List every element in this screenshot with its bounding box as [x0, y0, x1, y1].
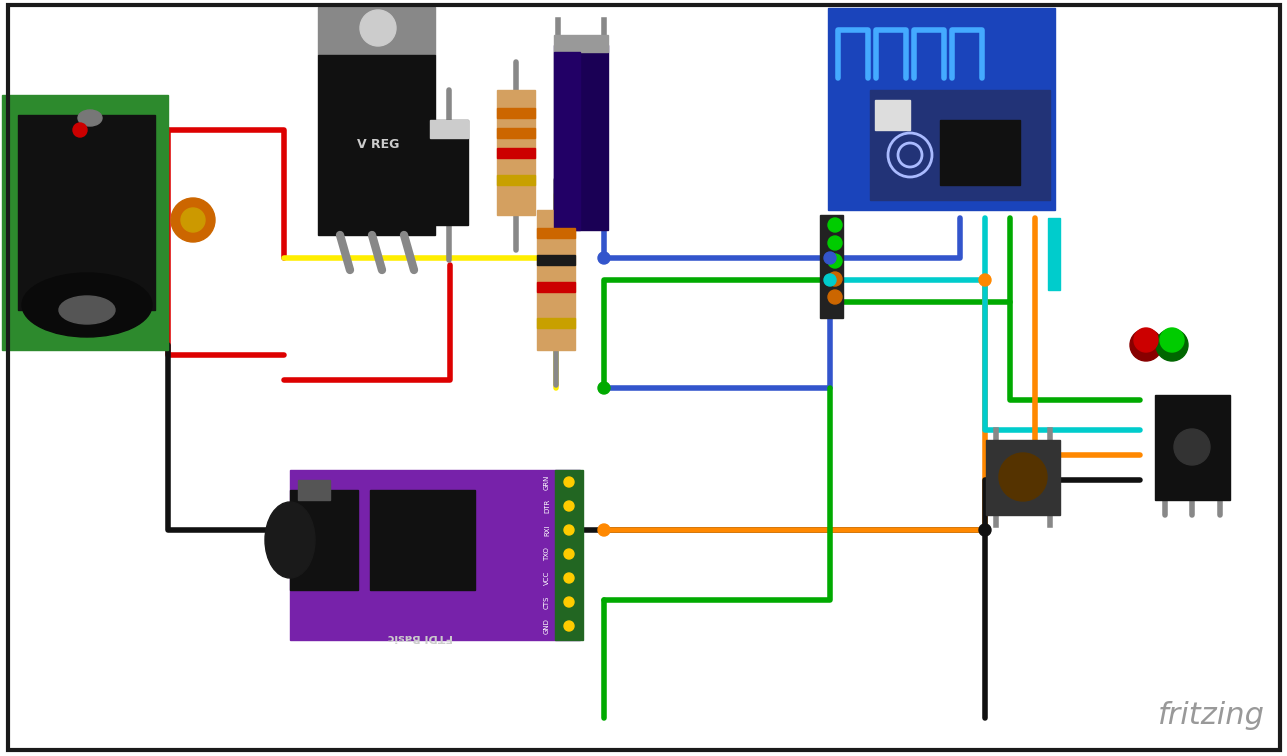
- Text: DTR: DTR: [544, 499, 550, 513]
- Bar: [318, 55, 435, 235]
- Bar: [497, 90, 535, 215]
- Text: GRN: GRN: [544, 474, 550, 490]
- Bar: [430, 120, 468, 225]
- Circle shape: [999, 453, 1048, 501]
- Bar: [537, 282, 575, 292]
- Circle shape: [828, 218, 842, 232]
- Circle shape: [598, 382, 610, 394]
- Circle shape: [979, 524, 991, 536]
- Bar: [940, 120, 1021, 185]
- Ellipse shape: [265, 502, 315, 578]
- Circle shape: [564, 525, 574, 535]
- Text: TXO: TXO: [544, 547, 550, 561]
- Circle shape: [828, 236, 842, 250]
- Bar: [537, 255, 575, 265]
- Circle shape: [1160, 328, 1184, 352]
- Bar: [497, 128, 535, 138]
- Circle shape: [1134, 328, 1158, 352]
- Circle shape: [564, 501, 574, 511]
- Bar: [299, 480, 329, 500]
- Circle shape: [1130, 329, 1162, 361]
- Circle shape: [1156, 329, 1188, 361]
- Circle shape: [598, 524, 610, 536]
- Bar: [290, 490, 358, 590]
- Bar: [318, 7, 435, 55]
- Bar: [497, 108, 535, 118]
- Bar: [3, 95, 169, 350]
- Text: fritzing: fritzing: [1158, 701, 1265, 730]
- Circle shape: [979, 274, 991, 286]
- Bar: [3, 95, 169, 350]
- Text: VCC: VCC: [544, 571, 550, 585]
- Ellipse shape: [79, 110, 102, 126]
- Bar: [553, 35, 607, 52]
- Circle shape: [828, 254, 842, 268]
- Bar: [875, 100, 910, 130]
- Bar: [18, 115, 154, 310]
- Circle shape: [73, 123, 88, 137]
- Bar: [820, 215, 843, 318]
- Text: GND: GND: [544, 618, 550, 634]
- Bar: [537, 210, 575, 350]
- Circle shape: [181, 208, 205, 232]
- Bar: [537, 318, 575, 328]
- Circle shape: [828, 272, 842, 286]
- Circle shape: [171, 198, 215, 242]
- Circle shape: [564, 477, 574, 487]
- Bar: [497, 148, 535, 158]
- Circle shape: [360, 10, 396, 46]
- Circle shape: [564, 573, 574, 583]
- Text: RXI: RXI: [544, 524, 550, 536]
- Ellipse shape: [59, 296, 115, 324]
- Text: V REG: V REG: [356, 138, 399, 151]
- Circle shape: [824, 274, 837, 286]
- Bar: [497, 175, 535, 185]
- Bar: [553, 52, 580, 230]
- Circle shape: [824, 252, 837, 264]
- Bar: [430, 120, 468, 138]
- Circle shape: [598, 252, 610, 264]
- Bar: [986, 440, 1060, 515]
- Circle shape: [1174, 429, 1210, 465]
- Bar: [1048, 218, 1060, 290]
- Bar: [870, 90, 1050, 200]
- Ellipse shape: [22, 273, 152, 337]
- Bar: [537, 228, 575, 238]
- Circle shape: [564, 549, 574, 559]
- Bar: [369, 490, 475, 590]
- Text: FTDI Basic: FTDI Basic: [387, 632, 453, 642]
- Bar: [290, 470, 580, 640]
- Bar: [828, 8, 1055, 210]
- Bar: [555, 470, 583, 640]
- Circle shape: [564, 621, 574, 631]
- Text: CTS: CTS: [544, 595, 550, 609]
- Bar: [553, 45, 607, 230]
- Circle shape: [828, 290, 842, 304]
- Bar: [1154, 395, 1230, 500]
- Circle shape: [564, 597, 574, 607]
